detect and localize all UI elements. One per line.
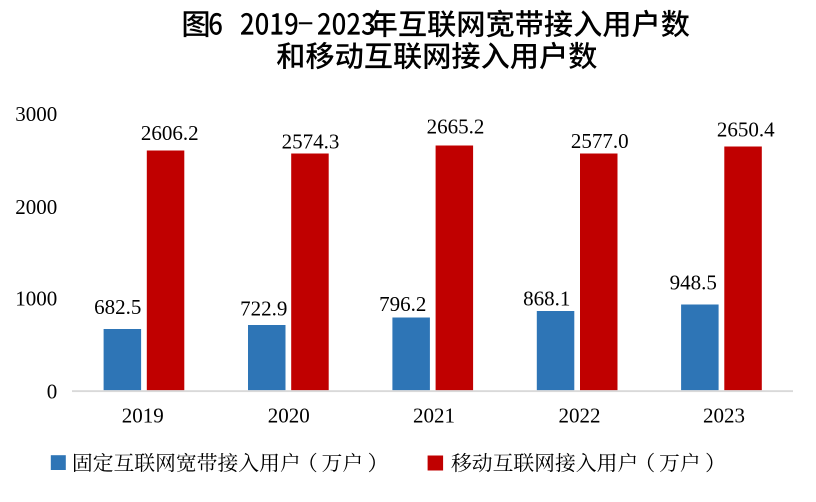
svg-text:2606.2: 2606.2 xyxy=(141,121,199,145)
svg-text:868.1: 868.1 xyxy=(523,287,570,311)
svg-text:1000: 1000 xyxy=(15,287,57,311)
svg-text:0: 0 xyxy=(47,380,58,404)
svg-text:948.5: 948.5 xyxy=(670,270,717,294)
svg-text:2020: 2020 xyxy=(268,404,310,428)
svg-text:2019: 2019 xyxy=(122,404,164,428)
svg-text:2000: 2000 xyxy=(15,195,57,219)
svg-text:2650.4: 2650.4 xyxy=(717,117,775,141)
svg-text:722.9: 722.9 xyxy=(240,297,287,321)
svg-text:2021: 2021 xyxy=(413,404,455,428)
svg-text:2665.2: 2665.2 xyxy=(427,115,485,139)
svg-text:2577.0: 2577.0 xyxy=(571,129,629,153)
svg-text:2574.3: 2574.3 xyxy=(282,129,340,153)
svg-text:796.2: 796.2 xyxy=(379,292,426,316)
svg-text:2022: 2022 xyxy=(559,404,601,428)
svg-text:2023: 2023 xyxy=(703,404,745,428)
svg-text:3000: 3000 xyxy=(15,102,57,126)
svg-text:682.5: 682.5 xyxy=(94,295,141,319)
